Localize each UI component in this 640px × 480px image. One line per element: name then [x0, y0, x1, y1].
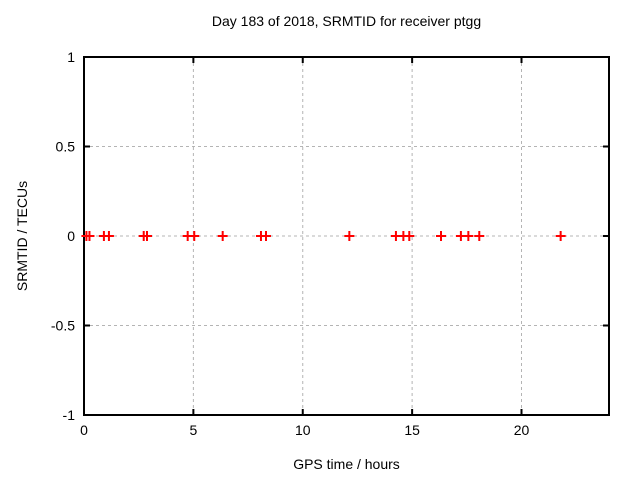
y-tick-label: 0.5: [56, 139, 76, 155]
data-point-marker: [555, 231, 566, 241]
data-point-marker: [217, 231, 228, 241]
x-tick-label: 10: [295, 422, 311, 438]
data-point-marker: [84, 231, 95, 241]
chart-title: Day 183 of 2018, SRMTID for receiver ptg…: [211, 13, 482, 29]
data-point-marker: [474, 231, 485, 241]
data-point-marker: [463, 231, 474, 241]
data-point-marker: [344, 231, 355, 241]
data-point-marker: [261, 231, 271, 241]
data-point-marker: [103, 231, 114, 241]
y-tick-label: 1: [67, 49, 75, 65]
data-point-marker: [142, 231, 152, 241]
x-tick-label: 0: [80, 422, 88, 438]
y-tick-label: -0.5: [51, 318, 75, 334]
data-point-marker: [189, 231, 200, 241]
y-tick-label: -1: [63, 407, 76, 423]
x-tick-label: 15: [404, 422, 420, 438]
x-axis-label: GPS time / hours: [293, 456, 400, 472]
x-tick-label: 20: [514, 422, 530, 438]
data-point-marker: [436, 231, 446, 241]
y-tick-label: 0: [67, 228, 75, 244]
data-point-marker: [404, 231, 415, 241]
x-tick-label: 5: [189, 422, 197, 438]
